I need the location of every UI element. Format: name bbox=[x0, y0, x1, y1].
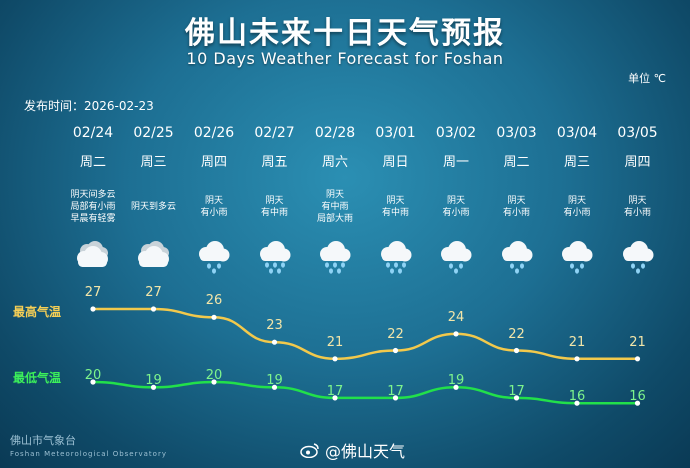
high-temp-value: 24 bbox=[447, 309, 465, 325]
forecast-day: 03/05 周四阴天 有小雨 bbox=[608, 124, 668, 275]
high-temp-value: 21 bbox=[568, 334, 586, 350]
day-date: 03/04 bbox=[556, 125, 598, 141]
high-temp-value: 23 bbox=[266, 318, 283, 334]
low-temp-value: 17 bbox=[508, 383, 525, 399]
low-temp-value: 17 bbox=[387, 383, 404, 399]
page-title: 佛山未来十日天气预报 bbox=[185, 16, 505, 51]
day-weather-desc: 阴天 有小雨 bbox=[502, 196, 530, 218]
day-weather-desc: 阴天 有小雨 bbox=[563, 196, 591, 218]
day-weather-desc: 阴天 有小雨 bbox=[623, 196, 651, 218]
forecast-day: 02/28 周六阴天 有中雨 局部大雨 bbox=[305, 124, 365, 275]
day-weekday: 周三 bbox=[140, 155, 167, 170]
high-temp-point bbox=[271, 339, 278, 345]
weibo-account[interactable]: @佛山天气 bbox=[300, 438, 405, 462]
low-temp-value: 16 bbox=[629, 389, 646, 405]
observatory-name: 佛山市气象台 bbox=[10, 434, 76, 447]
day-weekday: 周五 bbox=[261, 155, 288, 170]
day-date: 02/25 bbox=[133, 125, 174, 141]
day-weather-desc: 阴天 有中雨 bbox=[260, 196, 288, 218]
day-weather-desc: 阴天 有小雨 bbox=[200, 196, 228, 218]
high-temp-point bbox=[90, 306, 96, 312]
high-temp-point bbox=[574, 356, 580, 362]
page-subtitle: 10 Days Weather Forecast for Foshan bbox=[186, 49, 504, 68]
high-temp-value: 22 bbox=[508, 326, 525, 342]
unit-label: 单位 ℃ bbox=[628, 72, 666, 85]
forecast-day: 02/26 周四阴天 有小雨 bbox=[184, 124, 244, 275]
low-temp-value: 16 bbox=[568, 389, 586, 405]
forecast-day: 03/04 周三阴天 有小雨 bbox=[547, 124, 607, 275]
high-temp-point bbox=[453, 331, 459, 337]
high-temp-point bbox=[211, 314, 217, 320]
light-rain-icon bbox=[562, 241, 593, 274]
day-weather-desc: 阴天间多云 局部有小雨 早晨有轻雾 bbox=[70, 190, 116, 224]
high-temp-value: 21 bbox=[326, 334, 344, 350]
high-temp-value: 26 bbox=[205, 293, 223, 309]
high-temp-value: 21 bbox=[629, 334, 646, 350]
day-weather-desc: 阴天 有小雨 bbox=[442, 196, 470, 218]
high-temp-point bbox=[634, 356, 641, 362]
day-date: 02/24 bbox=[72, 125, 114, 141]
low-temp-value: 19 bbox=[145, 373, 162, 389]
moderate-rain-icon bbox=[320, 241, 351, 274]
low-temp-value: 17 bbox=[326, 383, 344, 399]
day-weekday: 周日 bbox=[382, 155, 409, 170]
high-temp-point bbox=[150, 306, 157, 312]
low-temp-line bbox=[92, 380, 638, 405]
high-temp-label: 最高气温 bbox=[13, 305, 62, 319]
weibo-handle: @佛山天气 bbox=[325, 442, 406, 461]
light-rain-icon bbox=[501, 241, 532, 274]
high-temp-point bbox=[332, 356, 338, 362]
day-weekday: 周三 bbox=[563, 155, 590, 170]
day-date: 03/05 bbox=[617, 125, 658, 141]
day-weather-desc: 阴天 有中雨 局部大雨 bbox=[316, 190, 353, 224]
publish-time: 发布时间：2026-02-23 bbox=[24, 99, 154, 113]
day-weekday: 周六 bbox=[321, 155, 348, 170]
high-temp-value: 27 bbox=[84, 285, 102, 300]
forecast-day: 02/25 周三阴天到多云 bbox=[124, 124, 184, 275]
cloudy-icon bbox=[137, 241, 169, 267]
day-weather-desc: 阴天 有中雨 bbox=[381, 196, 409, 218]
high-temp-point bbox=[392, 347, 399, 354]
day-weekday: 周四 bbox=[200, 155, 227, 170]
high-temp-value: 22 bbox=[387, 326, 404, 342]
high-temp-value: 27 bbox=[145, 285, 162, 300]
moderate-rain-icon bbox=[380, 241, 411, 274]
observatory-name-en: Foshan Meteorological Observatory bbox=[10, 450, 167, 458]
day-date: 03/01 bbox=[375, 125, 416, 141]
forecast-day: 02/27 周五阴天 有中雨 bbox=[245, 124, 305, 275]
day-date: 02/27 bbox=[254, 125, 295, 141]
light-rain-icon bbox=[622, 241, 653, 274]
day-date: 03/03 bbox=[496, 125, 537, 141]
day-weekday: 周四 bbox=[624, 155, 651, 170]
forecast-day: 03/03 周二阴天 有小雨 bbox=[487, 124, 547, 275]
day-date: 02/28 bbox=[314, 125, 356, 141]
forecast-day: 03/01 周日阴天 有中雨 bbox=[366, 124, 426, 275]
day-weekday: 周一 bbox=[442, 155, 469, 170]
forecast-day: 03/02 周一阴天 有小雨 bbox=[426, 124, 486, 275]
moderate-rain-icon bbox=[259, 241, 290, 274]
light-rain-icon bbox=[199, 241, 230, 274]
low-temp-value: 19 bbox=[266, 373, 283, 389]
high-temp-point bbox=[513, 347, 520, 354]
low-temp-value: 19 bbox=[447, 373, 465, 389]
forecast-day: 02/24 周二阴天间多云 局部有小雨 早晨有轻雾 bbox=[63, 124, 123, 275]
high-temp-line bbox=[93, 307, 638, 361]
day-weather-desc: 阴天到多云 bbox=[130, 202, 176, 212]
light-rain-icon bbox=[441, 241, 472, 274]
low-temp-value: 20 bbox=[84, 368, 102, 383]
low-temp-value: 20 bbox=[205, 368, 223, 383]
weibo-icon bbox=[300, 443, 319, 458]
cloudy-icon bbox=[77, 241, 108, 267]
day-date: 03/02 bbox=[435, 125, 477, 141]
low-temp-label: 最低气温 bbox=[13, 371, 62, 385]
day-date: 02/26 bbox=[193, 125, 235, 141]
day-weekday: 周二 bbox=[503, 155, 530, 170]
day-weekday: 周二 bbox=[79, 155, 106, 170]
